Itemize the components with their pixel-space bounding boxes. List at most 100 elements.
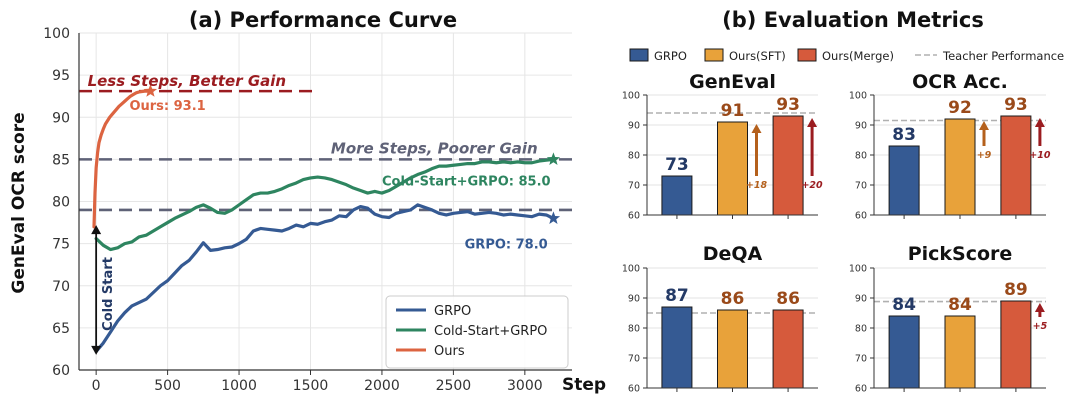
panel-y-tick-label: 60 [628,384,640,395]
panel-y-tick-label: 80 [855,324,867,335]
performance-curve-legend: GRPO Cold-Start+GRPO Ours [385,295,569,369]
x-tick-label: 0 [92,378,101,394]
legend-swatch-1 [704,48,724,62]
bar-grpo [661,306,693,389]
panel-y-tick-label: 60 [855,384,867,395]
panel-y-tick-label: 100 [849,91,867,102]
gain-arrow-head [807,118,818,127]
metric-panel-pickscore: PickScore 60 70 80 90 100 84 84 89 +5 [849,243,1048,395]
panel-y-tick-label: 60 [628,211,640,222]
legend-swatch-2 [797,48,817,62]
gain-label: +9 [977,150,992,161]
bar-value-label: 83 [892,125,916,145]
bar-ours-merge- [1000,300,1032,389]
y-tick-label: 100 [43,26,70,42]
evaluation-metrics-legend: GRPO Ours(SFT) Ours(Merge) Teacher Performa… [629,48,1064,63]
panel-y-tick-label: 100 [622,91,640,102]
gain-label: +5 [1033,321,1048,332]
performance-curve-chart: (a) Performance Curve GenEval OCR score … [9,8,606,395]
x-tick-label: 2000 [364,378,400,394]
gain-arrow-head [1034,303,1045,312]
gain-label: +20 [801,180,823,191]
bar-value-label: 93 [776,95,800,115]
bar-grpo [888,315,920,389]
bar-grpo [888,145,920,216]
legend-label-0: GRPO [654,49,687,63]
panel-y-tick-label: 70 [628,354,640,365]
more-steps-annotation: More Steps, Poorer Gain [331,139,538,157]
cold-start-arrow-head-top [91,225,102,235]
metric-panel-ocr-acc-: OCR Acc. 60 70 80 90 100 83 92 93 +9 +10 [849,71,1051,222]
y-tick-label: 80 [52,195,70,211]
bar-ours-sft- [944,118,976,216]
panel-y-tick-label: 90 [628,121,640,132]
legend-label-1: Ours(SFT) [729,49,786,63]
grpo-end-label: GRPO: 78.0 [465,237,548,252]
bar-ours-merge- [1000,115,1032,216]
bar-value-label: 91 [721,101,745,121]
panel-y-tick-label: 100 [622,264,640,275]
y-tick-label: 65 [52,321,70,337]
performance-curve-y-axis-label: GenEval OCR score [9,112,29,293]
evaluation-metrics-title: (b) Evaluation Metrics [722,8,984,32]
legend-label-3: Teacher Performance [942,49,1064,63]
bar-ours-merge- [772,115,804,216]
bar-value-label: 84 [892,295,916,315]
y-tick-label: 70 [52,279,70,295]
metric-panel-title: PickScore [908,243,1013,265]
series-line-ours [92,89,153,229]
y-tick-label: 85 [52,152,70,168]
legend-box [385,295,569,369]
performance-curve-axes [78,33,572,371]
legend-label-grpo: GRPO [434,304,471,319]
series-end-star-1 [546,152,561,166]
gain-arrow-head [1034,118,1045,127]
x-tick-label: 1500 [293,378,329,394]
bar-value-label: 93 [1004,95,1028,115]
x-tick-label: 1000 [221,378,257,394]
bar-value-label: 86 [776,289,800,309]
bar-value-label: 87 [665,286,689,306]
y-tick-label: 95 [52,68,70,84]
panel-y-tick-label: 100 [849,264,867,275]
legend-label-2: Ours(Merge) [822,49,894,63]
bar-value-label: 86 [721,289,745,309]
less-steps-annotation: Less Steps, Better Gain [88,72,287,90]
bar-ours-sft- [717,309,748,389]
cold-start-label: Cold Start [101,257,116,331]
cold-start-grpo-end-label: Cold-Start+GRPO: 85.0 [382,174,551,189]
metric-panel-title: DeQA [703,243,763,265]
series-end-star-0 [546,211,561,225]
gain-arrow-head [979,121,989,130]
x-tick-label: 3000 [507,378,543,394]
panel-y-tick-label: 80 [628,151,640,162]
bar-value-label: 89 [1004,280,1028,300]
x-tick-label: 2500 [436,378,472,394]
panel-y-tick-label: 60 [855,211,867,222]
ours-end-label: Ours: 93.1 [129,99,205,114]
metric-panel-deqa: DeQA 60 70 80 90 100 87 86 86 [622,243,818,395]
metric-panel-title: OCR Acc. [912,71,1008,93]
panel-y-tick-label: 70 [855,181,867,192]
y-tick-label: 90 [52,110,70,126]
x-tick-label: 500 [154,378,181,394]
metric-panel-title: GenEval [689,71,776,93]
legend-label-cold-start-grpo: Cold-Start+GRPO [434,324,547,339]
evaluation-metrics-panels: GenEval 60 70 80 90 100 73 91 93 +18 +20 OCR Acc. 60… [622,71,1051,395]
performance-curve-reference-lines [79,89,572,212]
gain-arrow-head [751,124,762,133]
bar-grpo [661,175,693,216]
bar-value-label: 73 [665,155,689,175]
bar-value-label: 92 [948,98,972,118]
bar-value-label: 84 [948,295,972,315]
panel-y-tick-label: 90 [628,294,640,305]
series-line-grpo [94,203,556,354]
panel-y-tick-label: 80 [855,151,867,162]
panel-y-tick-label: 70 [628,181,640,192]
performance-curve-series [92,84,561,354]
panel-y-tick-label: 80 [628,324,640,335]
metric-panel-geneval: GenEval 60 70 80 90 100 73 91 93 +18 +20 [622,71,823,222]
cold-start-arrow-head-bottom [91,345,102,355]
